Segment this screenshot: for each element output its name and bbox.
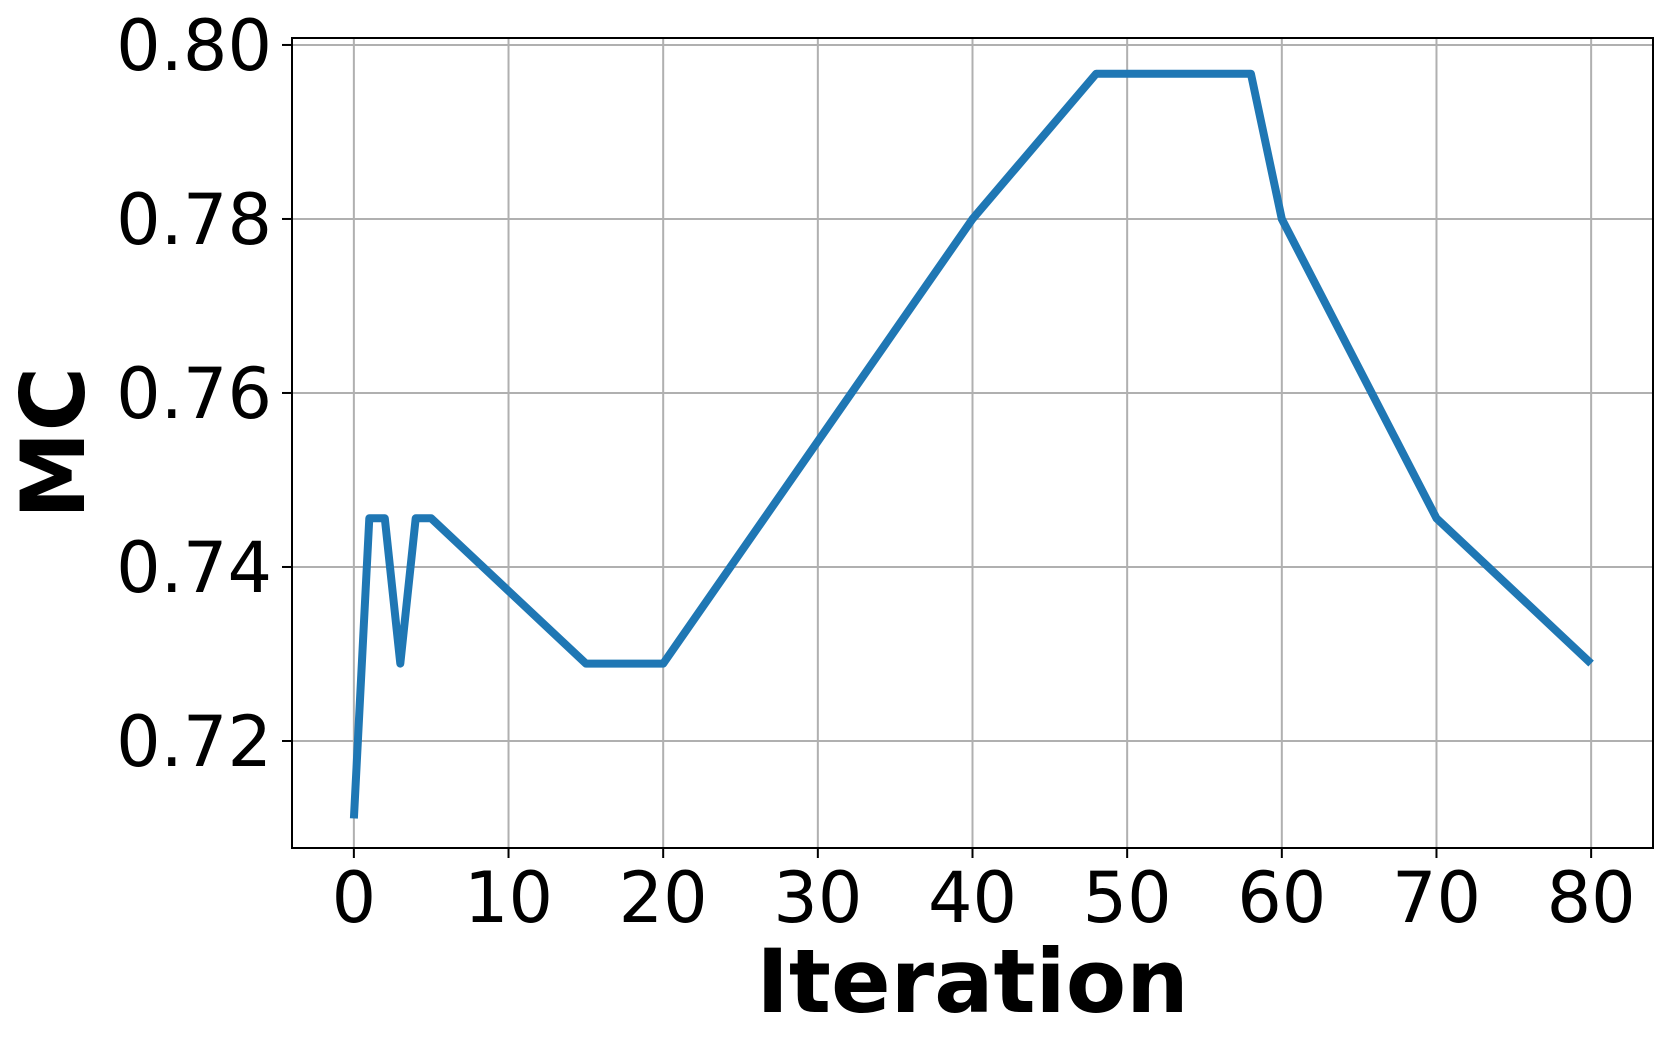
- x-tick-label: 60: [1237, 857, 1326, 939]
- x-tick-label: 10: [464, 857, 553, 939]
- x-axis-title: Iteration: [756, 930, 1189, 1033]
- x-tick-label: 30: [773, 857, 862, 939]
- grid: [292, 38, 1653, 848]
- tick-labels: 0 10 20 30 40 50 60 70 80 0.72 0.74 0.76 0.78 0.80: [116, 5, 1636, 939]
- ticks: [282, 43, 1593, 858]
- y-tick-label: 0.76: [116, 353, 272, 435]
- x-tick-label: 70: [1392, 857, 1481, 939]
- x-tick-label: 50: [1083, 857, 1172, 939]
- x-tick-label: 20: [619, 857, 708, 939]
- series-layer: [349, 69, 1594, 819]
- y-tick-label: 0.74: [116, 527, 272, 609]
- series-line: [349, 69, 1594, 819]
- x-tick-label: 40: [928, 857, 1017, 939]
- x-tick-label: 80: [1547, 857, 1636, 939]
- y-axis-title: MC: [2, 367, 105, 519]
- y-tick-label: 0.72: [116, 701, 272, 783]
- x-tick-label: 0: [332, 857, 377, 939]
- y-tick-label: 0.80: [116, 5, 272, 87]
- y-tick-label: 0.78: [116, 179, 272, 261]
